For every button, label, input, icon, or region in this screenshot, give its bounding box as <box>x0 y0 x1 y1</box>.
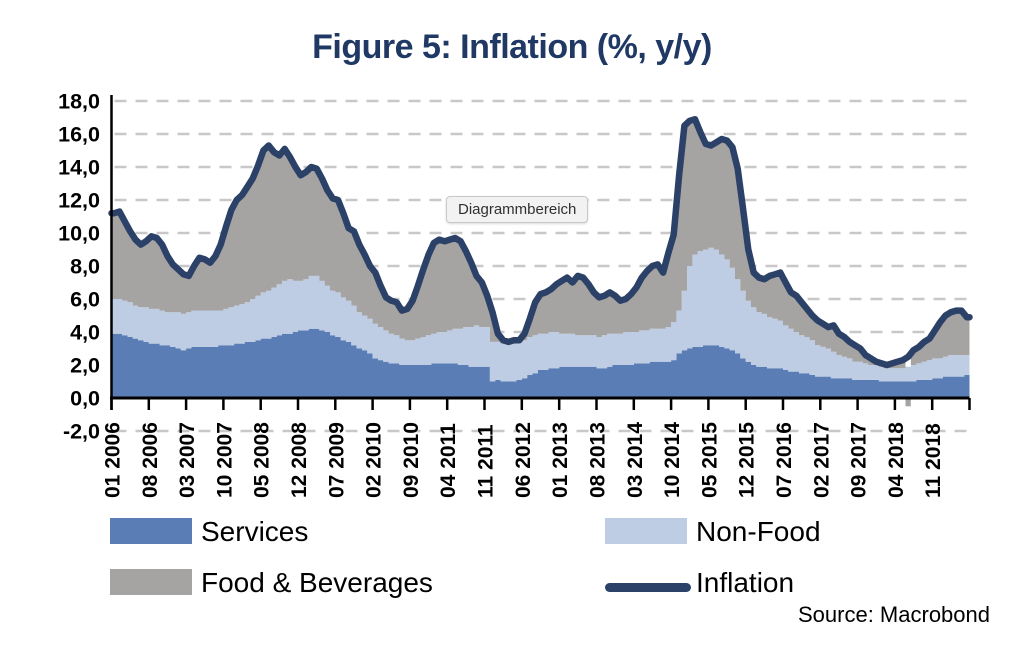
x-axis-label: 08 2013 <box>587 422 610 498</box>
y-axis-labels: 18,0 16,0 14,0 12,0 10,0 8,0 6,0 4,0 2,0 0,0 -2,0 <box>58 90 100 444</box>
y-axis-label: 12,0 <box>58 189 100 213</box>
x-axis-label: 07 2009 <box>325 422 348 498</box>
source-note: Source: Macrobond <box>798 602 990 627</box>
x-axis-label: 01 2006 <box>102 422 125 498</box>
area-services <box>111 328 970 398</box>
x-axis-label: 11 2011 <box>475 424 498 498</box>
x-axis-label: 03 2007 <box>176 422 199 498</box>
x-axis-label: 04 2018 <box>885 422 908 498</box>
chart-area-tooltip: Diagrammbereich <box>446 196 589 223</box>
x-axis-label: 02 2010 <box>363 422 386 498</box>
x-axis-label: 09 2017 <box>848 422 871 498</box>
x-axis-label: 05 2015 <box>698 422 721 498</box>
x-axis-label: 10 2014 <box>661 422 684 498</box>
y-axis-label: 14,0 <box>58 156 100 180</box>
legend-swatch-non-food <box>605 518 687 544</box>
y-axis-label: 8,0 <box>70 255 100 279</box>
x-axis-label: 01 2013 <box>549 422 572 498</box>
x-axis-label: 06 2012 <box>512 422 535 498</box>
area-food-beverages-negative <box>905 398 911 407</box>
legend-label-food-beverages: Food & Beverages <box>201 567 433 598</box>
x-axis-label: 03 2014 <box>624 422 647 498</box>
x-axis-label: 02 2017 <box>810 422 833 498</box>
x-axis-label: 05 2008 <box>251 422 274 498</box>
y-axis-label: -2,0 <box>63 420 100 444</box>
y-axis-label: 6,0 <box>70 288 100 312</box>
x-axis-labels: 01 2006 08 2006 03 2007 10 2007 05 2008 12 20… <box>102 422 946 498</box>
y-axis-label: 2,0 <box>70 354 100 378</box>
legend-label-services: Services <box>201 516 309 547</box>
y-axis-label: 0,0 <box>70 387 100 411</box>
tooltip-text: Diagrammbereich <box>458 201 577 218</box>
legend-label-non-food: Non-Food <box>696 516 821 547</box>
area-food-beverages <box>111 119 970 369</box>
x-axis-label: 11 2018 <box>922 423 945 498</box>
area-non-food <box>111 247 970 382</box>
x-axis-label: 10 2007 <box>213 422 236 498</box>
y-axis-label: 16,0 <box>58 123 100 147</box>
chart-title: Figure 5: Inflation (%, y/y) <box>312 28 712 66</box>
y-axis-label: 4,0 <box>70 321 100 345</box>
legend-swatch-services <box>110 518 192 544</box>
y-axis-label: 10,0 <box>58 222 100 246</box>
y-axis-label: 18,0 <box>58 90 100 114</box>
legend-label-inflation: Inflation <box>696 567 795 598</box>
x-axis-label: 08 2006 <box>139 422 162 498</box>
x-axis-label: 12 2015 <box>736 422 759 498</box>
legend-swatch-food-beverages <box>110 569 192 595</box>
x-axis-label: 12 2008 <box>288 422 311 498</box>
x-axis-label: 09 2010 <box>400 422 423 498</box>
inflation-line <box>108 115 973 369</box>
legend-swatch-inflation-line <box>605 583 691 592</box>
x-axis-label: 07 2016 <box>773 422 796 498</box>
x-axis-label: 04 2011 <box>437 423 460 498</box>
axes <box>110 95 971 410</box>
